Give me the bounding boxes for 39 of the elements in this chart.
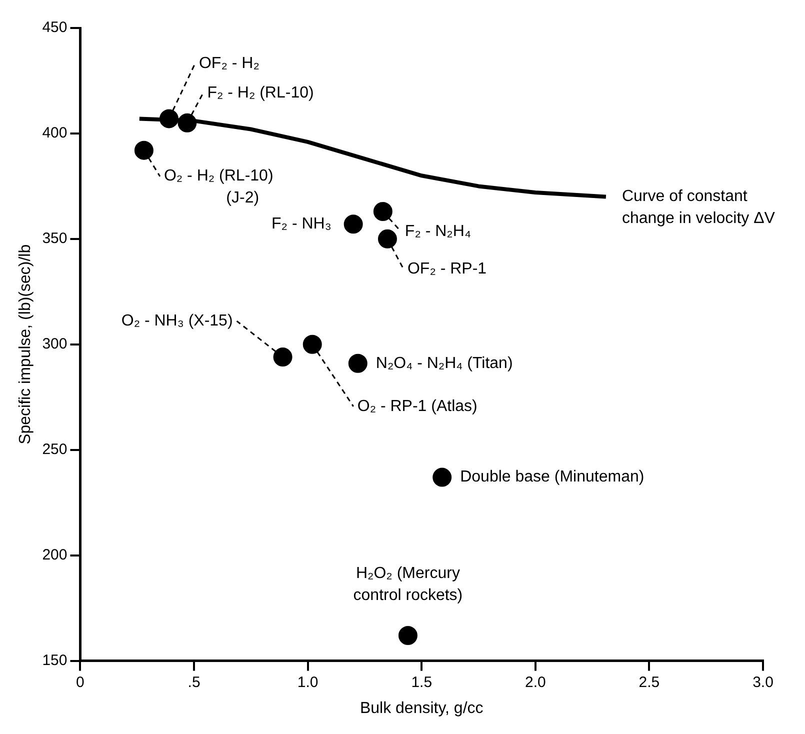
x-tick-label: 3.0 <box>752 674 774 691</box>
point <box>398 626 418 645</box>
y-tick-label: 250 <box>42 441 68 458</box>
point <box>302 334 322 354</box>
x-tick-label: 1.0 <box>297 674 318 691</box>
x-tick-label: 1.5 <box>411 674 432 691</box>
annotation: H₂O₂ (Mercury control rockets) <box>353 564 463 604</box>
point <box>178 113 197 132</box>
point <box>378 229 397 248</box>
y-tick-label: 450 <box>42 19 68 36</box>
annotation: Double base (Minuteman) <box>460 468 644 486</box>
x-tick-label: .5 <box>188 674 200 691</box>
point <box>344 214 363 234</box>
y-tick-label: 200 <box>42 546 68 564</box>
x-tick-label: 0 <box>76 674 84 691</box>
point <box>159 109 178 128</box>
y-tick-label: 150 <box>42 652 68 669</box>
point <box>273 348 292 367</box>
x-axis-title: Bulk density, g/cc <box>360 700 484 717</box>
annotation: O₂ - RP-1 (Atlas) <box>357 398 478 415</box>
x-tick-label: 2.5 <box>638 674 660 691</box>
x-tick-label: 2.0 <box>524 674 546 691</box>
point <box>373 202 392 222</box>
y-tick-label: 350 <box>42 230 68 248</box>
annotation: O₂ - H₂ (RL-10) (J-2) <box>164 168 274 207</box>
point <box>432 468 452 487</box>
annotation: OF₂ - H₂ <box>198 55 260 72</box>
annotation: OF₂ - RP-1 <box>407 260 487 278</box>
point <box>348 354 368 373</box>
y-axis-title: Specific impulse, (lb)(sec)/lb <box>17 244 34 444</box>
annotation: O₂ - NH₃ (X-15) <box>121 312 233 330</box>
annotation: F₂ - NH₃ <box>272 216 332 233</box>
annotation: F₂ - N₂H₄ <box>404 222 471 240</box>
annotation: F₂ - H₂ (RL-10) <box>207 84 314 102</box>
y-tick-label: 400 <box>42 124 68 142</box>
y-tick-label: 300 <box>42 336 68 353</box>
annotation: N₂O₄ - N₂H₄ (Titan) <box>376 354 513 372</box>
point <box>134 140 154 160</box>
series-label: Curve of constant change in velocity ΔV <box>622 188 776 228</box>
